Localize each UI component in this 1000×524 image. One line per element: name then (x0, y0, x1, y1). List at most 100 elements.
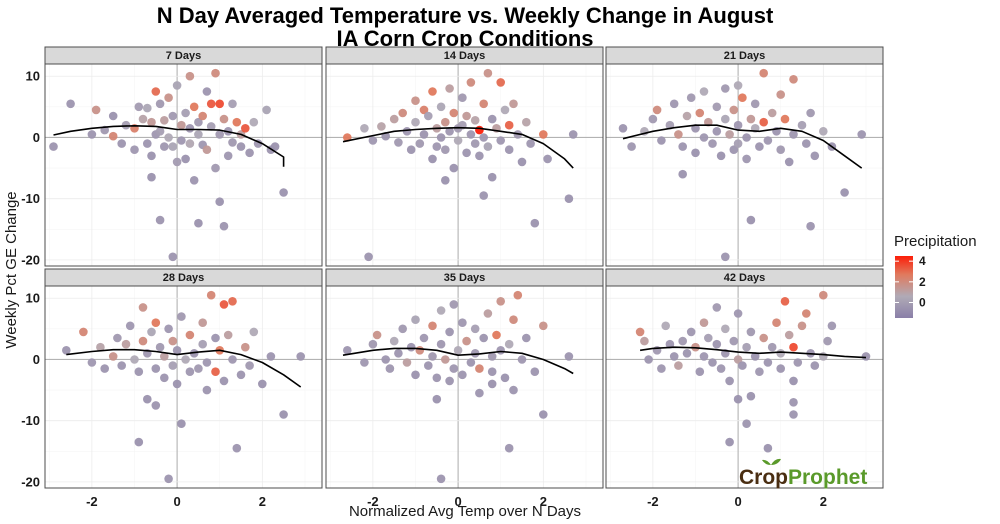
data-point (729, 336, 739, 346)
data-point (496, 136, 506, 145)
data-point (721, 84, 730, 93)
data-point (436, 339, 446, 349)
legend: Precipitation 4 2 0 (894, 233, 977, 318)
data-point (164, 133, 173, 142)
y-axis-title: Weekly Pct GE Change (3, 191, 20, 348)
data-point (236, 142, 246, 151)
data-point (652, 105, 662, 115)
data-point (360, 124, 369, 133)
data-point (686, 327, 696, 337)
data-point (716, 151, 726, 161)
data-point (716, 364, 726, 373)
data-point (733, 81, 743, 90)
legend-title: Precipitation (894, 233, 977, 250)
data-point (66, 99, 75, 109)
data-point (445, 84, 454, 93)
data-point (424, 111, 433, 121)
data-point (669, 352, 679, 361)
data-point (704, 117, 713, 127)
data-point (415, 139, 425, 148)
data-point (121, 339, 131, 349)
trend-line (66, 348, 302, 388)
panel-14-days: 14 Days (325, 46, 604, 267)
data-point (470, 116, 480, 125)
data-point (742, 419, 751, 429)
data-point (189, 176, 199, 185)
data-point (402, 358, 412, 367)
data-point (87, 130, 97, 139)
x-tick-label: -2 (86, 494, 98, 509)
data-point (479, 99, 489, 109)
data-point (721, 114, 730, 124)
data-point (763, 136, 773, 145)
data-point (462, 148, 471, 158)
data-point (419, 333, 429, 343)
data-point (678, 169, 687, 179)
data-point (708, 139, 717, 148)
x-tick-label: -2 (367, 494, 379, 509)
data-point (733, 139, 743, 148)
data-point (419, 130, 429, 139)
data-point (147, 327, 156, 337)
panel-border (44, 63, 323, 267)
data-point (712, 303, 722, 312)
panel-border (325, 285, 604, 489)
data-point (699, 318, 709, 328)
x-tick-label: 2 (540, 494, 547, 509)
data-point (665, 339, 675, 349)
data-point (487, 379, 497, 389)
logo-prophet: Prophet (788, 466, 867, 489)
data-point (479, 333, 489, 343)
data-point (721, 252, 730, 262)
data-point (750, 99, 760, 109)
data-point (134, 367, 144, 377)
legend-tick-label: 2 (919, 275, 926, 289)
data-point (657, 364, 666, 373)
data-point (470, 324, 480, 334)
data-point (364, 252, 373, 262)
data-point (453, 136, 463, 145)
data-point (861, 352, 871, 361)
data-point (767, 108, 777, 118)
data-point (500, 373, 510, 383)
data-point (155, 127, 165, 136)
data-point (436, 133, 446, 142)
data-point (343, 346, 352, 355)
data-point (151, 318, 161, 328)
data-point (172, 81, 182, 90)
data-point (113, 333, 122, 343)
data-point (487, 114, 497, 124)
data-point (160, 142, 169, 151)
data-point (729, 145, 739, 154)
data-point (695, 367, 705, 377)
data-point (168, 252, 178, 262)
data-point (147, 117, 156, 127)
data-point (819, 290, 828, 300)
data-point (360, 358, 369, 367)
data-point (496, 78, 506, 87)
data-point (436, 474, 446, 484)
data-point (678, 142, 687, 151)
data-point (151, 401, 161, 410)
data-point (721, 324, 730, 334)
data-point (172, 346, 182, 355)
data-point (117, 139, 126, 148)
data-point (458, 93, 467, 102)
y-tick-label: -10 (21, 413, 40, 428)
data-point (840, 188, 849, 197)
scatter-points (343, 68, 578, 262)
data-point (185, 71, 195, 81)
data-point (699, 352, 709, 361)
data-point (368, 339, 378, 349)
data-point (143, 394, 152, 404)
data-point (704, 333, 713, 343)
x-tick-label: -2 (647, 494, 659, 509)
data-point (759, 333, 768, 343)
x-tick-label: 0 (173, 494, 180, 509)
data-point (185, 367, 195, 377)
data-point (168, 336, 178, 346)
data-point (202, 145, 212, 154)
data-point (215, 99, 224, 109)
data-point (806, 108, 815, 118)
data-point (441, 145, 450, 154)
